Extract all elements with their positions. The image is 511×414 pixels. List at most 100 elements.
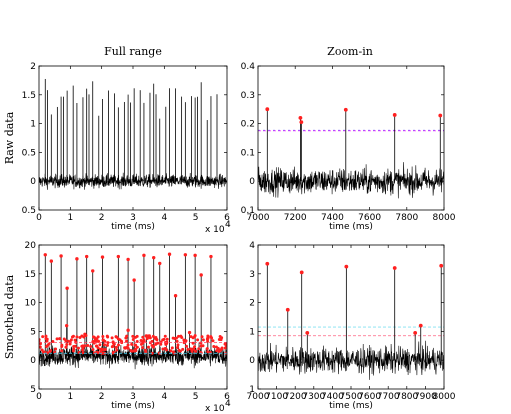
peak-marker: [114, 345, 118, 349]
axes-frame: [257, 65, 445, 211]
peak-marker: [96, 346, 100, 350]
peak-marker: [418, 323, 423, 328]
peak-marker: [191, 336, 195, 340]
y-tick-label: 0: [30, 177, 36, 187]
y-tick-label: 5: [30, 385, 36, 395]
peak-marker: [215, 349, 219, 353]
peak-marker: [60, 344, 64, 348]
row-label-smoothed-data: Smoothed data: [3, 274, 16, 359]
peak-marker: [413, 330, 418, 335]
y-tick-label: 1: [249, 385, 255, 395]
peak-marker: [126, 328, 130, 332]
peak-marker: [78, 336, 82, 340]
x-tick-label: 3: [130, 392, 136, 402]
y-tick-label: 0: [249, 177, 255, 187]
x-tick-label: 1: [67, 392, 73, 402]
signal-trace: [39, 172, 227, 190]
peak-marker: [91, 348, 95, 352]
peak-marker: [223, 346, 227, 350]
x-axis-label: time (ms): [111, 401, 155, 411]
y-tick-label: 20: [25, 241, 37, 251]
y-tick-label: 15: [25, 270, 36, 280]
peak-marker: [55, 337, 59, 341]
x-multiplier-exponent: 4: [225, 220, 231, 230]
x-tick-label: 4: [161, 392, 167, 402]
peak-marker: [299, 120, 304, 125]
column-title-full-range: Full range: [104, 45, 162, 58]
x-tick-label: 7900: [414, 392, 437, 402]
peak-marker: [186, 347, 190, 351]
peak-marker: [167, 252, 172, 256]
peak-marker: [163, 346, 167, 350]
peak-marker: [126, 346, 130, 350]
peak-marker: [151, 334, 155, 338]
signal-trace: [258, 340, 444, 380]
peak-marker: [96, 335, 100, 339]
peak-marker: [54, 347, 58, 351]
axes-frame: [257, 244, 445, 390]
peak-marker: [265, 261, 270, 266]
peak-marker: [123, 346, 127, 350]
peak-marker: [146, 334, 150, 338]
peak-marker: [81, 351, 85, 355]
peak-marker: [45, 339, 49, 343]
peak-marker: [265, 107, 270, 112]
x-tick-label: 7000: [247, 392, 270, 402]
y-tick-label: 0.2: [241, 120, 255, 130]
peak-marker: [197, 347, 201, 351]
peak-marker: [220, 336, 224, 340]
peak-marker: [200, 335, 204, 339]
peak-marker: [135, 334, 139, 338]
peak-marker: [161, 338, 165, 342]
peak-marker: [177, 334, 181, 338]
peak-marker: [173, 336, 177, 340]
x-tick-label: 5: [193, 213, 199, 223]
peak-marker: [219, 348, 223, 352]
plot-area: [258, 261, 444, 380]
peak-marker: [145, 337, 149, 341]
peak-marker: [64, 323, 69, 328]
peak-marker: [187, 330, 192, 335]
x-tick-label: 7800: [395, 213, 418, 223]
peak-marker: [164, 342, 168, 346]
peak-marker: [184, 344, 188, 348]
column-title-zoom-in: Zoom-in: [327, 45, 373, 58]
peak-marker: [210, 336, 214, 340]
peak-marker: [392, 113, 397, 117]
peak-marker: [64, 345, 68, 349]
peak-marker: [206, 350, 210, 354]
peak-marker: [178, 349, 182, 353]
y-tick-label: 0.4: [241, 62, 256, 72]
x-axis-label: time (ms): [329, 222, 373, 232]
peak-marker: [193, 345, 197, 349]
peak-marker: [175, 346, 179, 350]
y-tick-label: 0: [249, 356, 255, 366]
peak-marker: [141, 340, 145, 344]
peak-marker: [84, 254, 89, 259]
peak-marker: [126, 257, 130, 262]
x-tick-label: 7800: [395, 392, 418, 402]
peak-marker: [76, 346, 80, 350]
peak-marker: [196, 338, 200, 342]
panel-raw-zoom: 7000 7200 7400 7600 7800 8000 0.1 0 0.1 0.2 0.3 0.4…: [241, 62, 456, 232]
peak-marker: [65, 342, 69, 346]
peak-marker: [130, 349, 134, 353]
x-tick-label: 8000: [433, 392, 456, 402]
y-tick-label: 1: [30, 120, 36, 130]
y-tick-label: 0.1: [241, 206, 255, 216]
peak-marker: [132, 278, 136, 282]
x-tick-label: 0: [36, 213, 42, 223]
row-label-raw-data: Raw data: [3, 111, 16, 164]
peak-marker: [48, 350, 52, 354]
y-tick-label: 2: [249, 299, 255, 309]
peak-marker: [75, 257, 79, 261]
peak-marker: [176, 343, 180, 347]
signal-trace: [258, 162, 444, 199]
peak-marker: [39, 338, 41, 342]
peak-marker: [84, 334, 88, 338]
x-tick-label: 2: [99, 213, 105, 223]
x-multiplier-label: x 10: [205, 225, 225, 235]
peak-marker: [343, 107, 348, 112]
peak-marker: [159, 342, 163, 346]
